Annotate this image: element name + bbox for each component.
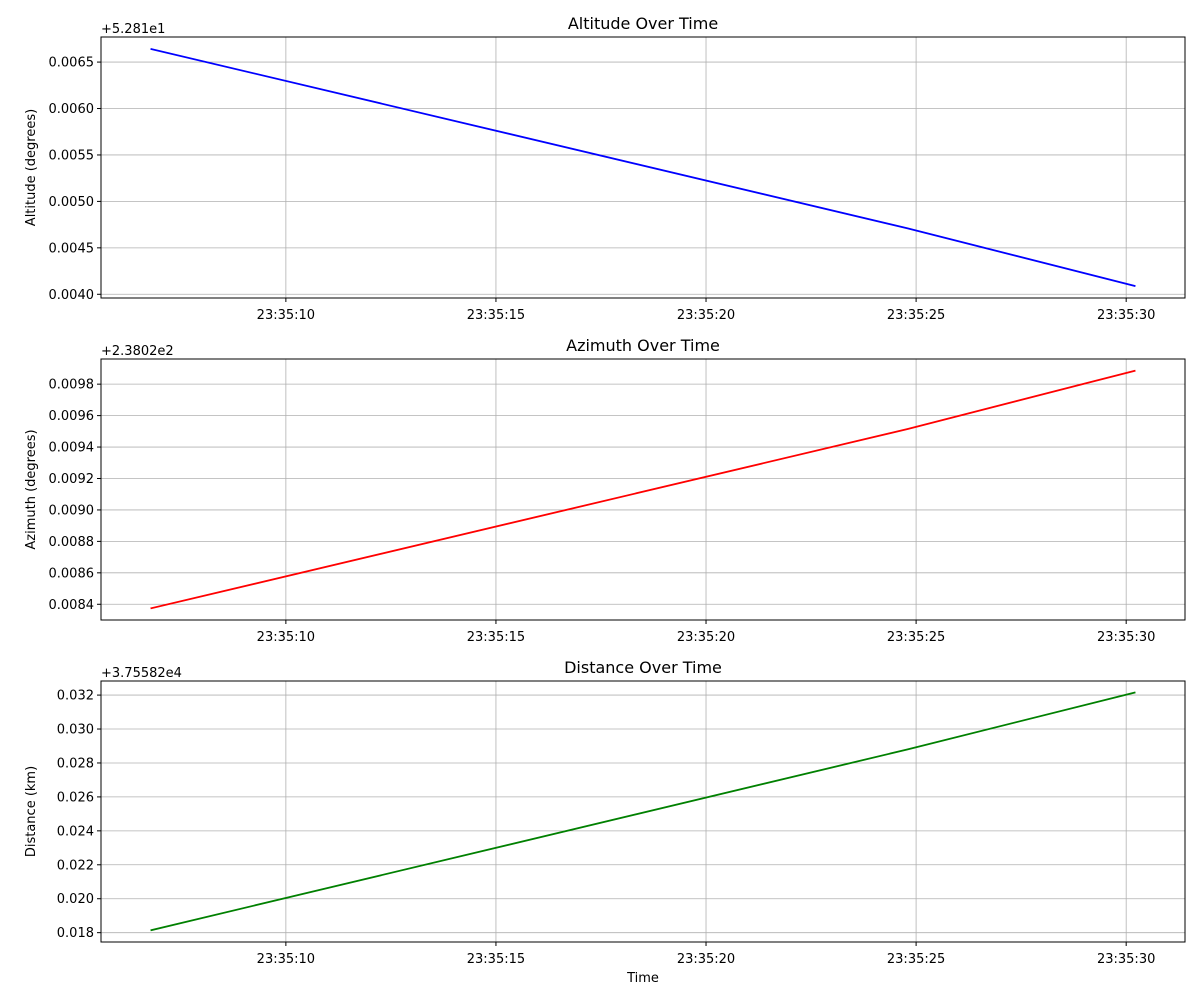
- y-offset-label: +5.281e1: [101, 22, 165, 37]
- y-tick-label: 0.020: [57, 892, 94, 907]
- y-tick-label: 0.0050: [49, 195, 95, 210]
- x-tick-label: 23:35:15: [467, 952, 525, 967]
- y-axis-label: Altitude (degrees): [24, 109, 39, 226]
- chart-title: Altitude Over Time: [568, 14, 718, 33]
- x-tick-label: 23:35:10: [257, 630, 315, 645]
- series-line: [150, 47, 1136, 288]
- x-axis-label: Time: [626, 971, 659, 986]
- series-line: [150, 691, 1136, 932]
- x-tick-label: 23:35:25: [887, 952, 945, 967]
- x-tick-label: 23:35:30: [1097, 308, 1155, 323]
- x-tick-label: 23:35:20: [677, 952, 735, 967]
- x-tick-label: 23:35:30: [1097, 952, 1155, 967]
- y-tick-label: 0.0098: [49, 378, 95, 393]
- y-tick-label: 0.0045: [49, 241, 95, 256]
- x-tick-label: 23:35:25: [887, 308, 945, 323]
- chart-title: Azimuth Over Time: [566, 336, 720, 355]
- y-tick-label: 0.0086: [49, 566, 95, 581]
- y-tick-label: 0.030: [57, 723, 94, 738]
- y-tick-label: 0.0060: [49, 102, 95, 117]
- x-tick-label: 23:35:15: [467, 630, 525, 645]
- plot-frame: [100, 358, 1186, 621]
- x-tick-label: 23:35:25: [887, 630, 945, 645]
- y-tick-label: 0.0040: [49, 288, 95, 303]
- y-tick-label: 0.022: [57, 858, 94, 873]
- y-axis-label: Distance (km): [24, 766, 39, 857]
- y-tick-label: 0.026: [57, 790, 94, 805]
- y-offset-label: +2.3802e2: [101, 344, 174, 359]
- x-tick-label: 23:35:20: [677, 630, 735, 645]
- y-tick-label: 0.018: [57, 926, 94, 941]
- y-tick-label: 0.032: [57, 689, 94, 704]
- y-tick-label: 0.0065: [49, 56, 95, 71]
- y-tick-label: 0.0096: [49, 409, 95, 424]
- x-tick-label: 23:35:10: [257, 308, 315, 323]
- y-tick-label: 0.0088: [49, 535, 95, 550]
- x-tick-label: 23:35:20: [677, 308, 735, 323]
- x-tick-label: 23:35:10: [257, 952, 315, 967]
- plot-frame: [100, 680, 1186, 943]
- y-axis-label: Azimuth (degrees): [24, 429, 39, 549]
- plot-frame: [100, 36, 1186, 299]
- y-tick-label: 0.0092: [49, 472, 95, 487]
- y-tick-label: 0.0094: [49, 441, 95, 456]
- y-tick-label: 0.0090: [49, 503, 95, 518]
- y-tick-label: 0.024: [57, 824, 94, 839]
- x-tick-label: 23:35:15: [467, 308, 525, 323]
- y-tick-label: 0.0055: [49, 148, 95, 163]
- chart-3: 0.018 0.020 0.022 0.024 0.026 0.028 0.030 0.032…: [24, 658, 1186, 986]
- chart-title: Distance Over Time: [564, 658, 722, 677]
- series-line: [150, 369, 1136, 610]
- chart-1: 0.0040 0.0045 0.0050 0.0055 0.0060 0.0065 23:3…: [24, 14, 1186, 323]
- y-tick-label: 0.028: [57, 756, 94, 771]
- chart-2: 0.0084 0.0086 0.0088 0.0090 0.0092 0.0094 0.00…: [24, 336, 1186, 645]
- y-offset-label: +3.75582e4: [101, 666, 182, 681]
- x-tick-label: 23:35:30: [1097, 630, 1155, 645]
- y-tick-label: 0.0084: [49, 598, 95, 613]
